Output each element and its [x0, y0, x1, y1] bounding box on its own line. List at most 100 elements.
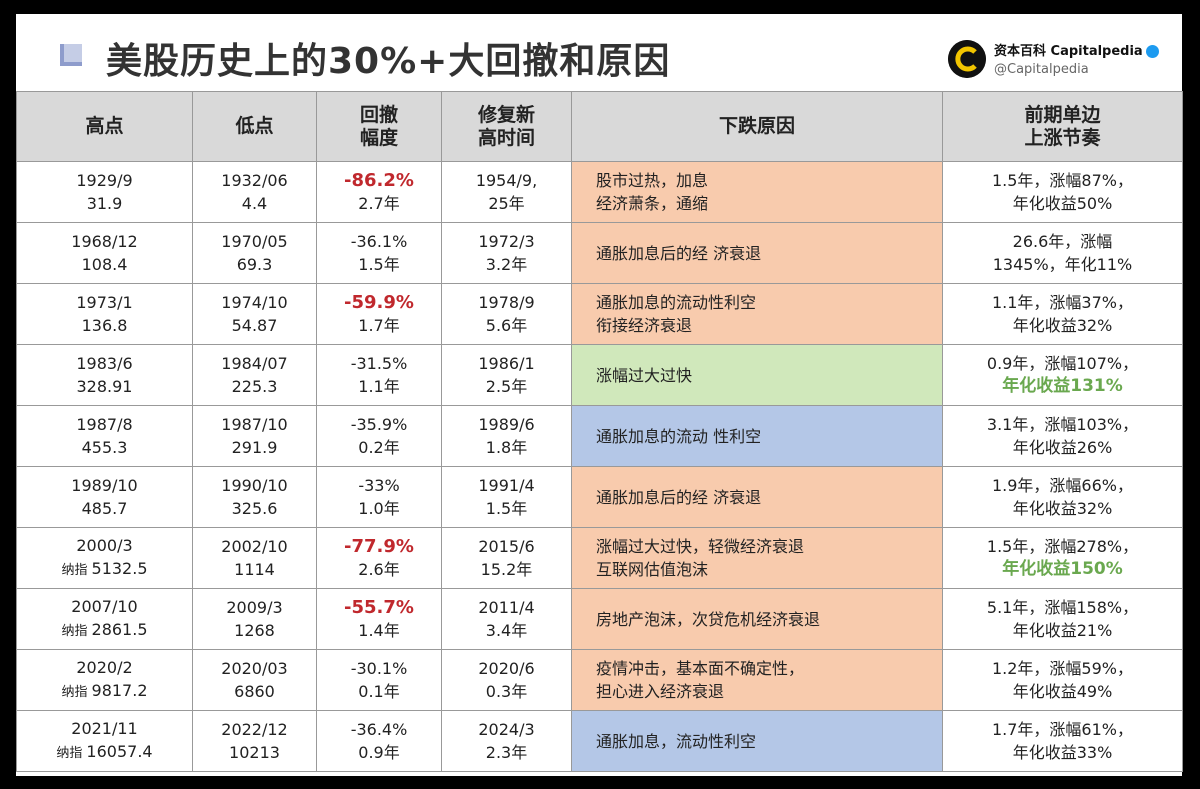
header-line: 修复新	[477, 103, 535, 126]
header-line: 下跌原因	[718, 115, 795, 137]
recovery-date: 2024/3	[478, 720, 535, 739]
index-name: 纳指	[61, 685, 88, 700]
rhythm-cell: 1.7年，涨幅61%， 年化收益33%	[942, 710, 1183, 772]
card: 美股历史上的30%+大回撤和原因 资本百科 Capitalpedia @Capi…	[16, 14, 1183, 776]
drawdown-years: 1.5年	[358, 255, 400, 274]
drawdown-cell: -35.9% 0.2年	[316, 405, 442, 467]
table-row: 2007/10 纳指 2861.5 2009/3 1268 -55.7% 1.4年 2011/…	[16, 588, 1183, 650]
recovery-date: 1991/4	[478, 476, 535, 495]
drawdown-years: 0.2年	[358, 438, 400, 457]
low-cell: 2009/3 1268	[192, 588, 317, 650]
column-header: 修复新 高时间	[441, 91, 572, 162]
high-value: 485.7	[81, 499, 128, 518]
reason-line: 经济萧条，通缩	[596, 194, 709, 213]
recovery-cell: 2011/4 3.4年	[441, 588, 572, 650]
rhythm-line: 3.1年，涨幅103%，	[986, 415, 1139, 434]
reason-line: 房地产泡沫，次贷危机经济衰退	[596, 609, 821, 629]
recovery-years: 5.6年	[485, 316, 528, 335]
low-date: 2022/12	[221, 720, 288, 739]
reason-cell: 涨幅过大过快，轻微经济衰退 互联网估值泡沫	[571, 527, 943, 589]
high-cell: 2020/2 纳指 9817.2	[16, 649, 193, 711]
high-cell: 2000/3 纳指 5132.5	[16, 527, 193, 589]
low-value: 1268	[234, 621, 275, 640]
header-line: 高点	[85, 115, 124, 137]
verified-badge	[1145, 45, 1159, 58]
low-cell: 1984/07 225.3	[192, 344, 317, 406]
drawdown-years: 2.6年	[358, 560, 400, 579]
column-header: 下跌原因	[571, 91, 943, 162]
logo	[948, 40, 986, 78]
drawdown-cell: -30.1% 0.1年	[316, 649, 442, 711]
title: 美股历史上的30%+大回撤和原因	[106, 41, 671, 82]
low-date: 2009/3	[226, 598, 283, 617]
drawdown: -55.7%	[344, 597, 414, 618]
drawdown-cell: -86.2% 2.7年	[316, 161, 442, 223]
low-date: 1984/07	[221, 354, 288, 373]
table-row: 2020/2 纳指 9817.2 2020/03 6860 -30.1% 0.1年 2020/…	[16, 649, 1183, 711]
reason-cell: 股市过热，加息 经济萧条，通缩	[571, 161, 943, 223]
brand-name: 资本百科 Capitalpedia	[994, 40, 1159, 59]
table-row: 1968/12 108.4 1970/05 69.3 -36.1% 1.5年 1972/3 3…	[16, 222, 1183, 284]
low-value: 69.3	[236, 255, 273, 274]
rhythm-line: 年化收益26%	[1012, 438, 1113, 457]
table-row: 1989/10 485.7 1990/10 325.6 -33% 1.0年 1991/4 1.…	[16, 466, 1183, 528]
recovery-years: 15.2年	[480, 560, 533, 579]
reason-cell: 通胀加息的流动 性利空	[571, 405, 943, 467]
low-cell: 2002/10 1114	[192, 527, 317, 589]
column-header: 前期单边 上涨节奏	[942, 91, 1183, 162]
high-cell: 2007/10 纳指 2861.5	[16, 588, 193, 650]
reason-line: 互联网估值泡沫	[596, 560, 709, 579]
high-value-line: 455.3	[17, 436, 192, 459]
low-value: 10213	[229, 743, 280, 762]
high-value-line: 108.4	[17, 253, 192, 276]
recovery-date: 1989/6	[478, 415, 535, 434]
drawdown-years: 0.9年	[358, 743, 400, 762]
recovery-years: 25年	[488, 194, 525, 213]
rhythm-line: 1345%，年化11%	[992, 255, 1133, 274]
recovery-date: 2015/6	[478, 537, 535, 556]
high-value-line: 485.7	[17, 497, 192, 520]
reason-cell: 通胀加息后的经 济衰退	[571, 222, 943, 284]
rhythm-line: 年化收益33%	[1012, 743, 1113, 762]
low-cell: 2022/12 10213	[192, 710, 317, 772]
reason-line: 通胀加息后的经 济衰退	[596, 487, 762, 507]
low-value: 291.9	[231, 438, 278, 457]
drawdown: -31.5%	[350, 354, 408, 373]
rhythm-line: 5.1年，涨幅158%，	[986, 598, 1139, 617]
high-date: 1973/1	[76, 293, 133, 312]
rhythm-cell: 1.5年，涨幅278%， 年化收益150%	[942, 527, 1183, 589]
low-date: 1990/10	[221, 476, 288, 495]
drawdown: -59.9%	[344, 292, 414, 313]
drawdown-cell: -55.7% 1.4年	[316, 588, 442, 650]
rhythm-line: 年化收益32%	[1012, 316, 1113, 335]
drawdown-cell: -33% 1.0年	[316, 466, 442, 528]
rhythm-cell: 3.1年，涨幅103%， 年化收益26%	[942, 405, 1183, 467]
header-line: 低点	[235, 115, 274, 137]
rhythm-line: 年化收益150%	[1002, 559, 1123, 579]
high-value: 2861.5	[91, 620, 148, 639]
low-cell: 1932/06 4.4	[192, 161, 317, 223]
reason-cell: 通胀加息，流动性利空	[571, 710, 943, 772]
drawdown: -77.9%	[344, 536, 414, 557]
column-header: 低点	[192, 91, 317, 162]
reason-line: 通胀加息，流动性利空	[596, 731, 757, 751]
recovery-date: 2011/4	[478, 598, 535, 617]
high-date: 1968/12	[71, 232, 138, 251]
drawdown: -30.1%	[350, 659, 408, 678]
high-cell: 1983/6 328.91	[16, 344, 193, 406]
drawdown: -35.9%	[350, 415, 408, 434]
recovery-cell: 2015/6 15.2年	[441, 527, 572, 589]
header-line: 前期单边	[1024, 103, 1101, 126]
high-value: 108.4	[81, 255, 128, 274]
drawdown-years: 1.7年	[358, 316, 400, 335]
high-value-line: 31.9	[17, 192, 192, 215]
high-value-line: 136.8	[17, 314, 192, 337]
recovery-cell: 1991/4 1.5年	[441, 466, 572, 528]
low-date: 2020/03	[221, 659, 288, 678]
header-row: 高点 低点 回撤 幅度 修复新 高时间 下跌原因 前期单边 上涨节奏	[16, 91, 1183, 162]
reason-cell: 涨幅过大过快	[571, 344, 943, 406]
reason-line: 通胀加息的流动 性利空	[596, 426, 762, 446]
high-value-line: 纳指 9817.2	[17, 679, 192, 704]
low-value: 4.4	[241, 194, 268, 213]
low-date: 1932/06	[221, 171, 288, 190]
